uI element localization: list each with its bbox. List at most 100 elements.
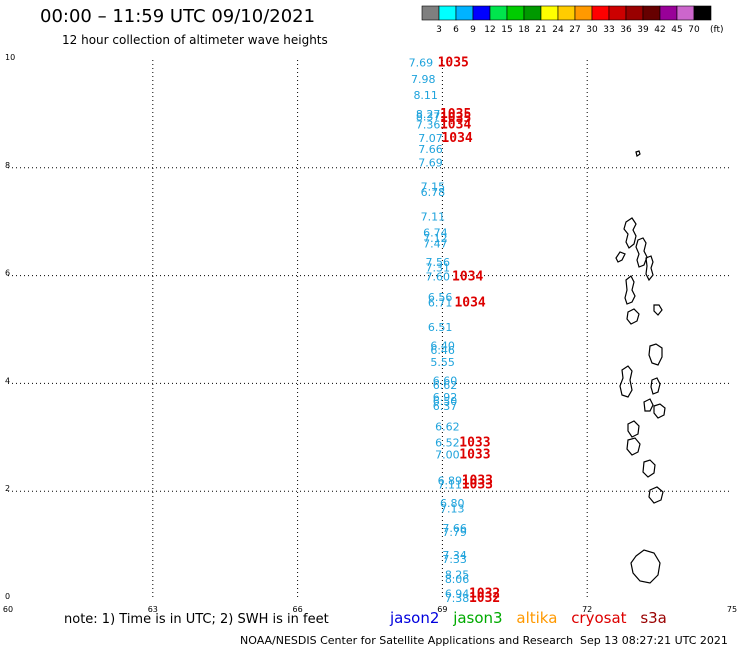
pressure-label: 1033: [459, 436, 490, 451]
lat-tick-label: 4: [5, 376, 10, 385]
lon-tick-label: 66: [293, 605, 303, 614]
island-outline: [648, 343, 663, 366]
wave-height-label: 6.62: [435, 421, 460, 434]
credit-line: NOAA/NESDIS Center for Satellite Applica…: [240, 634, 574, 647]
wave-height-label: 7.15: [421, 181, 446, 194]
wave-height-label: 6.52: [435, 437, 460, 450]
wave-height-label: 7.98: [411, 73, 436, 86]
lon-tick-label: 63: [148, 605, 158, 614]
pressure-label: 1033: [462, 473, 493, 488]
color-scale-bar: 3 6 9 12 15 18 21 24 27 30 33 36 39 42 45 70 (ft): [421, 5, 724, 35]
island-outline: [635, 150, 641, 157]
wave-height-label: 7.33: [442, 553, 467, 566]
pressure-label: 1033: [459, 448, 490, 463]
wave-height-label: 7.69: [409, 57, 434, 70]
color-scale-label: 39: [637, 25, 649, 35]
island-outline: [648, 486, 664, 504]
wave-height-label: 7.66: [418, 143, 443, 156]
island-outline: [624, 275, 636, 305]
pressure-label: 1034: [440, 118, 471, 133]
island-outline: [619, 365, 633, 398]
legend-s3a: s3a: [640, 609, 667, 627]
color-scale-label: 27: [569, 25, 580, 35]
lon-tick-label: 75: [727, 605, 737, 614]
lat-tick-label: 0: [5, 592, 10, 601]
island-outline: [623, 217, 637, 249]
island-outline: [642, 459, 656, 478]
island-outline: [626, 437, 641, 456]
legend-jason3: jason3: [453, 609, 503, 627]
color-scale-label: 42: [654, 25, 665, 35]
island-outline: [650, 377, 661, 395]
wave-height-label: 7.69: [418, 156, 443, 169]
wave-height-label: 7.00: [435, 449, 460, 462]
wave-height-label: 6.62: [433, 379, 458, 392]
lat-tick-label: 10: [5, 53, 15, 62]
pressure-label: 1034: [441, 131, 472, 146]
pressure-label: 1034: [454, 296, 485, 311]
wave-height-label: 7.66: [442, 522, 467, 535]
axis-tick-labels: 60 63 66 69 72 75 0 2 4 6 8 10: [3, 53, 737, 614]
color-scale-label: 12: [484, 25, 495, 35]
island-outline: [653, 304, 663, 316]
lat-lon-grid: [8, 60, 732, 599]
wave-height-label: 6.37: [433, 400, 458, 413]
wave-height-labels: 7.697.988.118.278.377.367.077.667.697.15…: [409, 57, 470, 605]
lon-tick-label: 72: [582, 605, 592, 614]
wave-height-label: 6.51: [428, 321, 453, 334]
color-scale-label: 18: [518, 25, 530, 35]
generation-timestamp: Sep 13 08:27:21 UTC 2021: [580, 634, 728, 647]
footnote: note: 1) Time is in UTC; 2) SWH is in fe…: [64, 612, 329, 627]
lat-tick-label: 2: [5, 484, 10, 493]
wave-height-label: 7.07: [418, 132, 443, 145]
wave-height-label: 6.50: [433, 395, 458, 408]
wave-height-label: 7.11: [438, 479, 463, 492]
wave-height-label: 7.31: [426, 262, 451, 275]
map-title: 00:00 – 11:59 UTC 09/10/2021: [40, 6, 316, 27]
pressure-labels: 1035103510351034103410341034103310331033…: [438, 56, 501, 606]
maldives-coastline: [615, 150, 666, 584]
lat-tick-label: 8: [5, 161, 10, 170]
legend-jason2: jason2: [390, 609, 440, 627]
pressure-label: 1032: [469, 587, 500, 602]
wave-height-label: 7.60: [426, 271, 451, 284]
island-outline: [630, 549, 661, 584]
wave-height-label: 6.46: [430, 344, 455, 357]
color-scale-label: 9: [470, 25, 476, 35]
wave-height-label: 8.25: [445, 569, 470, 582]
pressure-label: 1035: [440, 107, 471, 122]
lat-tick-label: 6: [5, 269, 10, 278]
color-scale-label: 24: [552, 25, 564, 35]
color-scale-label: 33: [603, 25, 614, 35]
map-subtitle: 12 hour collection of altimeter wave hei…: [62, 33, 328, 47]
color-scale-label: 36: [620, 25, 632, 35]
color-scale-label: 30: [586, 25, 598, 35]
pressure-label: 1033: [462, 478, 493, 493]
color-scale-label: 70: [688, 25, 700, 35]
color-scale-label: 21: [535, 25, 546, 35]
lon-tick-label: 69: [437, 605, 447, 614]
wave-height-label: 8.37: [416, 111, 441, 124]
wave-height-label: 7.36: [416, 119, 441, 132]
island-outline: [615, 251, 626, 263]
wave-height-label: 7.34: [442, 549, 467, 562]
wave-height-label: 6.78: [421, 186, 446, 199]
color-scale-label: 6: [453, 25, 459, 35]
legend-cryosat: cryosat: [571, 609, 627, 627]
wave-height-label: 6.56: [428, 291, 453, 304]
wave-height-label: 7.38: [445, 592, 470, 605]
color-scale-cells: [421, 5, 712, 21]
wave-height-label: 7.56: [426, 256, 451, 269]
island-outline: [653, 403, 666, 419]
wave-height-label: 7.47: [423, 237, 448, 250]
wave-height-label: 6.89: [438, 474, 463, 487]
wave-height-label: 6.40: [430, 340, 455, 353]
pressure-label: 1032: [469, 591, 500, 606]
color-scale-labels: 3 6 9 12 15 18 21 24 27 30 33 36 39 42 45 70: [436, 25, 700, 35]
satellite-legend: jason2 jason3 altika cryosat s3a: [390, 609, 676, 627]
color-scale-label: 45: [671, 25, 682, 35]
color-scale-label: 3: [436, 25, 442, 35]
wave-height-label: 8.06: [445, 573, 470, 586]
island-outline: [627, 420, 640, 438]
